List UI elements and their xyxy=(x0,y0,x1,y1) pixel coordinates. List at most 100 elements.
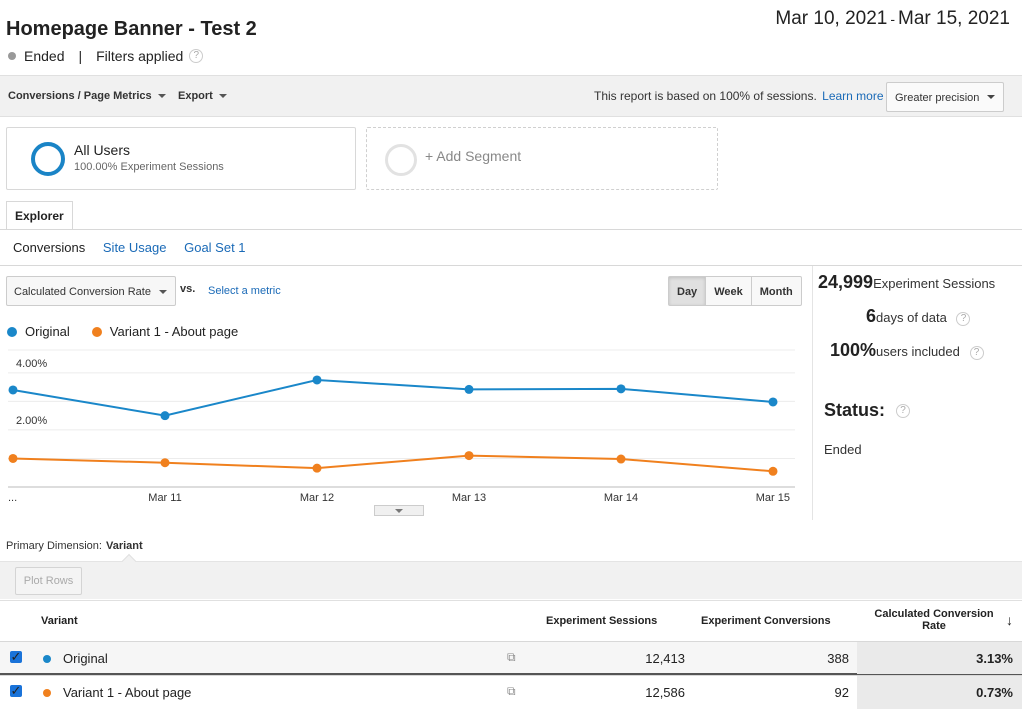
stats-divider xyxy=(812,266,813,520)
legend-label: Original xyxy=(25,324,70,339)
stat-sessions: 24,999Experiment Sessions xyxy=(818,272,995,293)
table-row: ✓ Variant 1 - About page ⧉ 12,586 92 0.7… xyxy=(0,675,1022,709)
rate-value: 3.13% xyxy=(976,651,1013,666)
experiment-status-line: Ended | Filters applied ? xyxy=(8,48,204,64)
sort-desc-icon[interactable]: ↓ xyxy=(1006,612,1013,628)
variant-color-dot-icon xyxy=(43,689,51,697)
subtab-goal-set-1[interactable]: Goal Set 1 xyxy=(184,240,246,255)
date-separator: - xyxy=(890,11,896,27)
stat-days-value: 6 xyxy=(866,306,877,326)
column-header-rate-line2: Rate xyxy=(922,620,946,632)
conversions-menu-label: Conversions / Page Metrics xyxy=(8,90,152,102)
tab-divider xyxy=(0,229,1022,230)
section-divider xyxy=(0,265,1022,266)
data-point-variant xyxy=(768,466,778,476)
chevron-down-icon xyxy=(987,95,995,99)
help-icon[interactable]: ? xyxy=(969,345,984,360)
precision-select[interactable]: Greater precision xyxy=(886,82,1004,112)
metric-select-label: Calculated Conversion Rate xyxy=(14,286,151,298)
sampling-note-text: This report is based on 100% of sessions… xyxy=(594,89,817,103)
y-tick-label: 2.00% xyxy=(16,415,47,427)
data-point-original xyxy=(312,375,322,385)
date-end: Mar 15, 2021 xyxy=(898,8,1010,29)
date-range[interactable]: Mar 10, 2021- Mar 15, 2021 xyxy=(775,8,1010,30)
column-header-conversions[interactable]: Experiment Conversions xyxy=(701,615,831,627)
plot-rows-bar xyxy=(0,561,1022,599)
status-text: Ended xyxy=(24,48,65,64)
page-title: Homepage Banner - Test 2 xyxy=(6,18,257,40)
x-tick-label: Mar 13 xyxy=(452,492,486,504)
report-toolbar: Conversions / Page Metrics Export This r… xyxy=(0,75,1022,117)
sessions-value: 12,586 xyxy=(645,685,685,700)
legend-dot-icon xyxy=(91,326,102,337)
row-checkbox[interactable]: ✓ xyxy=(10,683,22,698)
row-checkbox[interactable]: ✓ xyxy=(10,649,22,664)
data-point-original xyxy=(464,384,474,394)
chart-collapse-handle[interactable] xyxy=(374,505,424,516)
plot-rows-button[interactable]: Plot Rows xyxy=(15,567,82,595)
status-value: Ended xyxy=(824,442,862,457)
data-point-original xyxy=(616,384,626,394)
add-segment-button[interactable]: + Add Segment xyxy=(366,127,718,190)
chevron-down-icon xyxy=(159,290,167,294)
status-heading: Status: ? xyxy=(824,400,911,421)
table-header-row: Variant Experiment Sessions Experiment C… xyxy=(0,600,1022,641)
stat-sessions-value: 24,999 xyxy=(818,272,874,292)
data-point-original xyxy=(8,385,18,395)
status-separator: | xyxy=(78,48,83,64)
tab-explorer[interactable]: Explorer xyxy=(6,201,73,230)
granularity-month-button[interactable]: Month xyxy=(759,286,793,298)
granularity-toggle: Day Week Month xyxy=(668,276,802,306)
compare-icon[interactable]: ⧉ xyxy=(507,650,516,664)
series-line-original xyxy=(12,378,774,417)
column-header-sessions[interactable]: Experiment Sessions xyxy=(546,615,658,627)
legend-dot-icon xyxy=(7,326,17,337)
granularity-day-button[interactable]: Day xyxy=(669,277,707,305)
stat-users-label: users included xyxy=(876,344,960,359)
sampling-note: This report is based on 100% of sessions… xyxy=(594,89,884,103)
rate-cell xyxy=(857,642,1022,674)
help-icon[interactable]: ? xyxy=(189,49,204,63)
learn-more-link[interactable]: Learn more xyxy=(822,89,884,103)
help-icon[interactable]: ? xyxy=(956,311,971,326)
status-heading-text: Status: xyxy=(824,400,886,420)
conversion-rate-chart: 4.00% 2.00%... Mar 11 Mar 12 Mar 13 Mar 14 Mar… xyxy=(8,349,795,504)
rate-value: 0.73% xyxy=(976,685,1013,700)
segment-subtitle: 100.00% Experiment Sessions xyxy=(74,161,224,173)
precision-select-label: Greater precision xyxy=(895,92,980,104)
column-header-rate[interactable]: Calculated Conversion Rate xyxy=(868,608,1000,632)
data-point-original xyxy=(160,411,170,421)
table-row: ✓ Original ⧉ 12,413 388 3.13% xyxy=(0,641,1022,675)
results-table: Variant Experiment Sessions Experiment C… xyxy=(0,600,1022,709)
rate-cell xyxy=(857,676,1022,709)
segment-all-users[interactable]: All Users 100.00% Experiment Sessions xyxy=(6,127,356,190)
export-menu[interactable]: Export xyxy=(178,90,227,102)
chevron-down-icon xyxy=(395,509,403,513)
x-tick-label: Mar 14 xyxy=(604,492,638,504)
subtab-site-usage[interactable]: Site Usage xyxy=(102,240,167,255)
export-menu-label: Export xyxy=(178,90,213,102)
select-metric-link[interactable]: Select a metric xyxy=(208,285,281,297)
conversions-value: 388 xyxy=(827,651,849,666)
granularity-week-button[interactable]: Week xyxy=(706,277,752,305)
primary-dimension: Primary Dimension: Variant xyxy=(6,540,143,552)
compare-icon[interactable]: ⧉ xyxy=(507,684,516,698)
date-start: Mar 10, 2021 xyxy=(775,8,888,29)
help-icon[interactable]: ? xyxy=(896,404,911,419)
variant-name: Variant 1 - About page xyxy=(63,685,192,700)
stat-days-label: days of data xyxy=(876,310,947,325)
stat-users-value: 100% xyxy=(830,340,877,360)
legend-item-original[interactable]: Original xyxy=(7,324,70,339)
conversions-menu[interactable]: Conversions / Page Metrics xyxy=(8,90,166,102)
metric-select[interactable]: Calculated Conversion Rate xyxy=(6,276,176,306)
stat-users: 100%users included ? xyxy=(830,340,984,361)
data-point-variant xyxy=(312,463,322,473)
column-header-variant[interactable]: Variant xyxy=(41,615,78,627)
data-point-variant xyxy=(616,454,626,464)
subtab-conversions[interactable]: Conversions xyxy=(13,240,86,255)
legend-item-variant[interactable]: Variant 1 - About page xyxy=(91,324,238,339)
x-tick-label: Mar 11 xyxy=(148,492,181,504)
primary-dimension-value[interactable]: Variant xyxy=(105,540,143,552)
data-point-variant xyxy=(464,451,474,461)
column-header-rate-line1: Calculated Conversion xyxy=(874,608,994,620)
